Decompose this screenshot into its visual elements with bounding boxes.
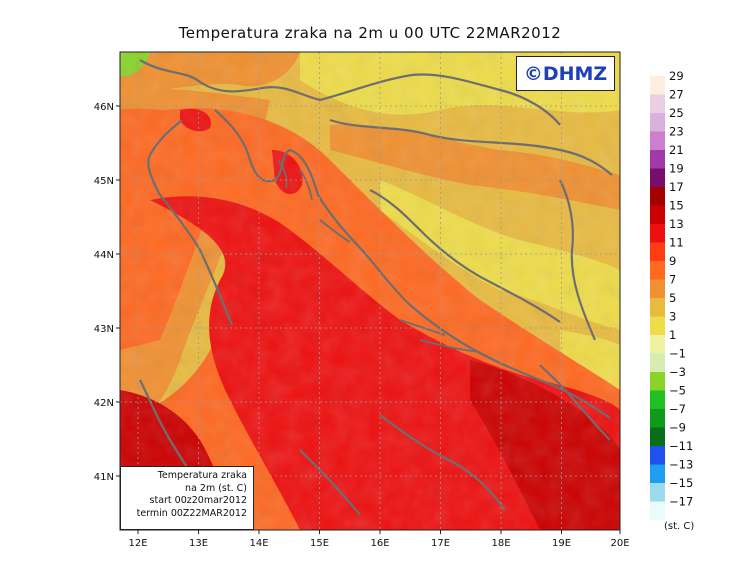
legend-label: −1 [669,347,686,361]
lon-tick-label: 17E [431,538,450,549]
lon-tick-label: 19E [552,538,571,549]
legend-swatch [650,113,665,132]
info-line-4: termin 00Z22MAR2012 [136,507,247,519]
lon-tick-label: 12E [128,538,147,549]
legend-label: 3 [669,310,676,324]
legend-label: −13 [669,458,693,472]
island-korcula [419,339,481,353]
italy-east-coast [147,119,234,326]
island-pag [319,219,351,243]
coastlines [139,59,613,516]
legend-label: 9 [669,254,676,268]
lon-tick-label: 14E [249,538,268,549]
legend-label: 7 [669,273,676,287]
bosnia-border [369,189,561,323]
legend-swatch [650,131,665,151]
alps-border [139,59,321,102]
legend-label: 5 [669,291,676,305]
legend-swatch [650,335,665,354]
lat-tick-label: 46N [94,102,114,113]
legend-unit: (st. C) [664,521,695,532]
island-hvar [399,319,446,336]
map-title: Temperatura zraka na 2m u 00 UTC 22MAR20… [178,24,562,42]
legend-swatch [650,205,665,225]
legend-swatch [650,224,665,243]
legend-swatch [650,316,665,336]
legend-swatch [650,298,665,317]
north-border [319,73,561,126]
lat-tick-label: 41N [94,472,114,483]
info-line-2: na 2m (st. C) [185,482,247,494]
texture-overlay [120,52,620,530]
lat-tick-label: 45N [94,176,114,187]
legend-label: 23 [669,125,684,139]
legend-swatch [650,446,665,465]
plot-frame [119,51,621,531]
legend-swatch [650,242,665,262]
sava-border [329,118,613,176]
legend-swatch [650,372,665,391]
grid-lines [120,52,620,530]
legend-label: 11 [669,236,684,250]
legend-label: −15 [669,476,693,490]
dhmz-logo: ©DHMZ [516,56,615,91]
legend-swatch [650,427,665,447]
legend-swatch [650,390,665,410]
lon-tick-label: 18E [491,538,510,549]
legend-swatch [650,261,665,280]
legend-swatch [650,279,665,299]
lon-tick-label: 15E [310,538,329,549]
island-krk [277,159,288,189]
legend-label: 27 [669,88,684,102]
legend-label: −17 [669,495,693,509]
info-line-3: start 00z20mar2012 [149,495,247,506]
serbia-border [559,179,597,341]
lon-tick-label: 16E [370,538,389,549]
legend-swatch [650,94,665,114]
legend-swatch [650,168,665,188]
lat-tick-label: 42N [94,398,114,409]
puglia-coast [379,414,506,511]
legend-label: 15 [669,199,684,213]
lat-tick-label: 44N [94,250,114,261]
legend-label: −11 [669,439,693,453]
legend-swatch [650,409,665,428]
latitude-axis: 46N 45N 44N 43N 42N 41N [94,102,120,483]
legend-label: 17 [669,180,684,194]
legend-label: 19 [669,162,684,176]
island-rab [299,169,313,201]
legend-swatch [650,353,665,373]
legend-label: 29 [669,69,684,83]
info-box: Temperatura zraka na 2m (st. C) start 00… [120,466,254,530]
map-plot-area [120,52,620,530]
legend-swatch [650,464,665,484]
legend-label: 21 [669,143,684,157]
legend-swatch [650,187,665,206]
color-legend: 29 27 25 23 21 19 17 15 13 11 9 7 5 3 1 −1 −3 −5 −7 −9 −11 −1… [650,69,693,521]
legend-label: −5 [669,384,686,398]
lat-tick-label: 43N [94,324,114,335]
info-line-1: Temperatura zraka [157,470,247,481]
lon-tick-label: 20E [610,538,629,549]
croatia-coast [214,109,611,419]
legend-label: 13 [669,217,684,231]
legend-label: 25 [669,106,684,120]
montenegro-border [539,364,611,441]
longitude-axis: 12E 13E 14E 15E 16E 17E 18E 19E 20E [128,530,630,549]
lon-tick-label: 13E [189,538,208,549]
legend-swatch [650,501,665,521]
legend-label: −7 [669,402,686,416]
islands [277,159,481,353]
legend-swatch [650,150,665,169]
legend-swatch [650,483,665,502]
gargano-coast [299,449,361,516]
legend-label: −3 [669,365,686,379]
legend-label: 1 [669,328,676,342]
legend-label: −9 [669,421,686,435]
legend-swatch [650,76,665,95]
